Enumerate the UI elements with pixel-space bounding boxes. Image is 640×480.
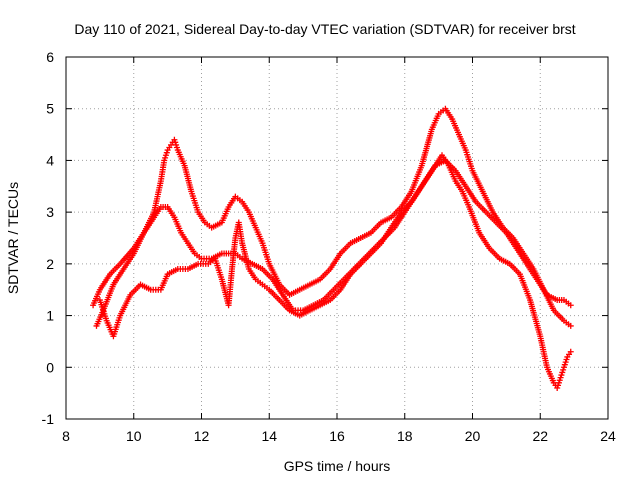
x-tick-label: 16 (329, 428, 345, 444)
grid-lines (66, 57, 608, 419)
y-tick-label: 4 (46, 152, 54, 168)
y-axis-label: SDTVAR / TECUs (5, 182, 21, 294)
y-tick-label: 1 (46, 308, 54, 324)
y-tick-label: 5 (46, 101, 54, 117)
x-tick-label: 14 (261, 428, 277, 444)
x-tick-label: 22 (532, 428, 548, 444)
x-tick-label: 18 (397, 428, 413, 444)
y-tick-label: -1 (42, 411, 55, 427)
y-tick-label: 0 (46, 359, 54, 375)
y-tick-label: 3 (46, 204, 54, 220)
data-point-track-c (567, 348, 574, 355)
chart-title: Day 110 of 2021, Sidereal Day-to-day VTE… (74, 21, 575, 37)
x-tick-label: 24 (600, 428, 616, 444)
x-axis-label: GPS time / hours (284, 458, 391, 474)
y-tick-label: 2 (46, 256, 54, 272)
y-tick-label: 6 (46, 49, 54, 65)
data-point-track-a (567, 302, 574, 309)
data-points (90, 105, 574, 391)
x-tick-label: 12 (194, 428, 210, 444)
data-point-track-b (567, 322, 574, 329)
x-tick-label: 8 (62, 428, 70, 444)
x-tick-label: 10 (126, 428, 142, 444)
x-tick-label: 20 (465, 428, 481, 444)
